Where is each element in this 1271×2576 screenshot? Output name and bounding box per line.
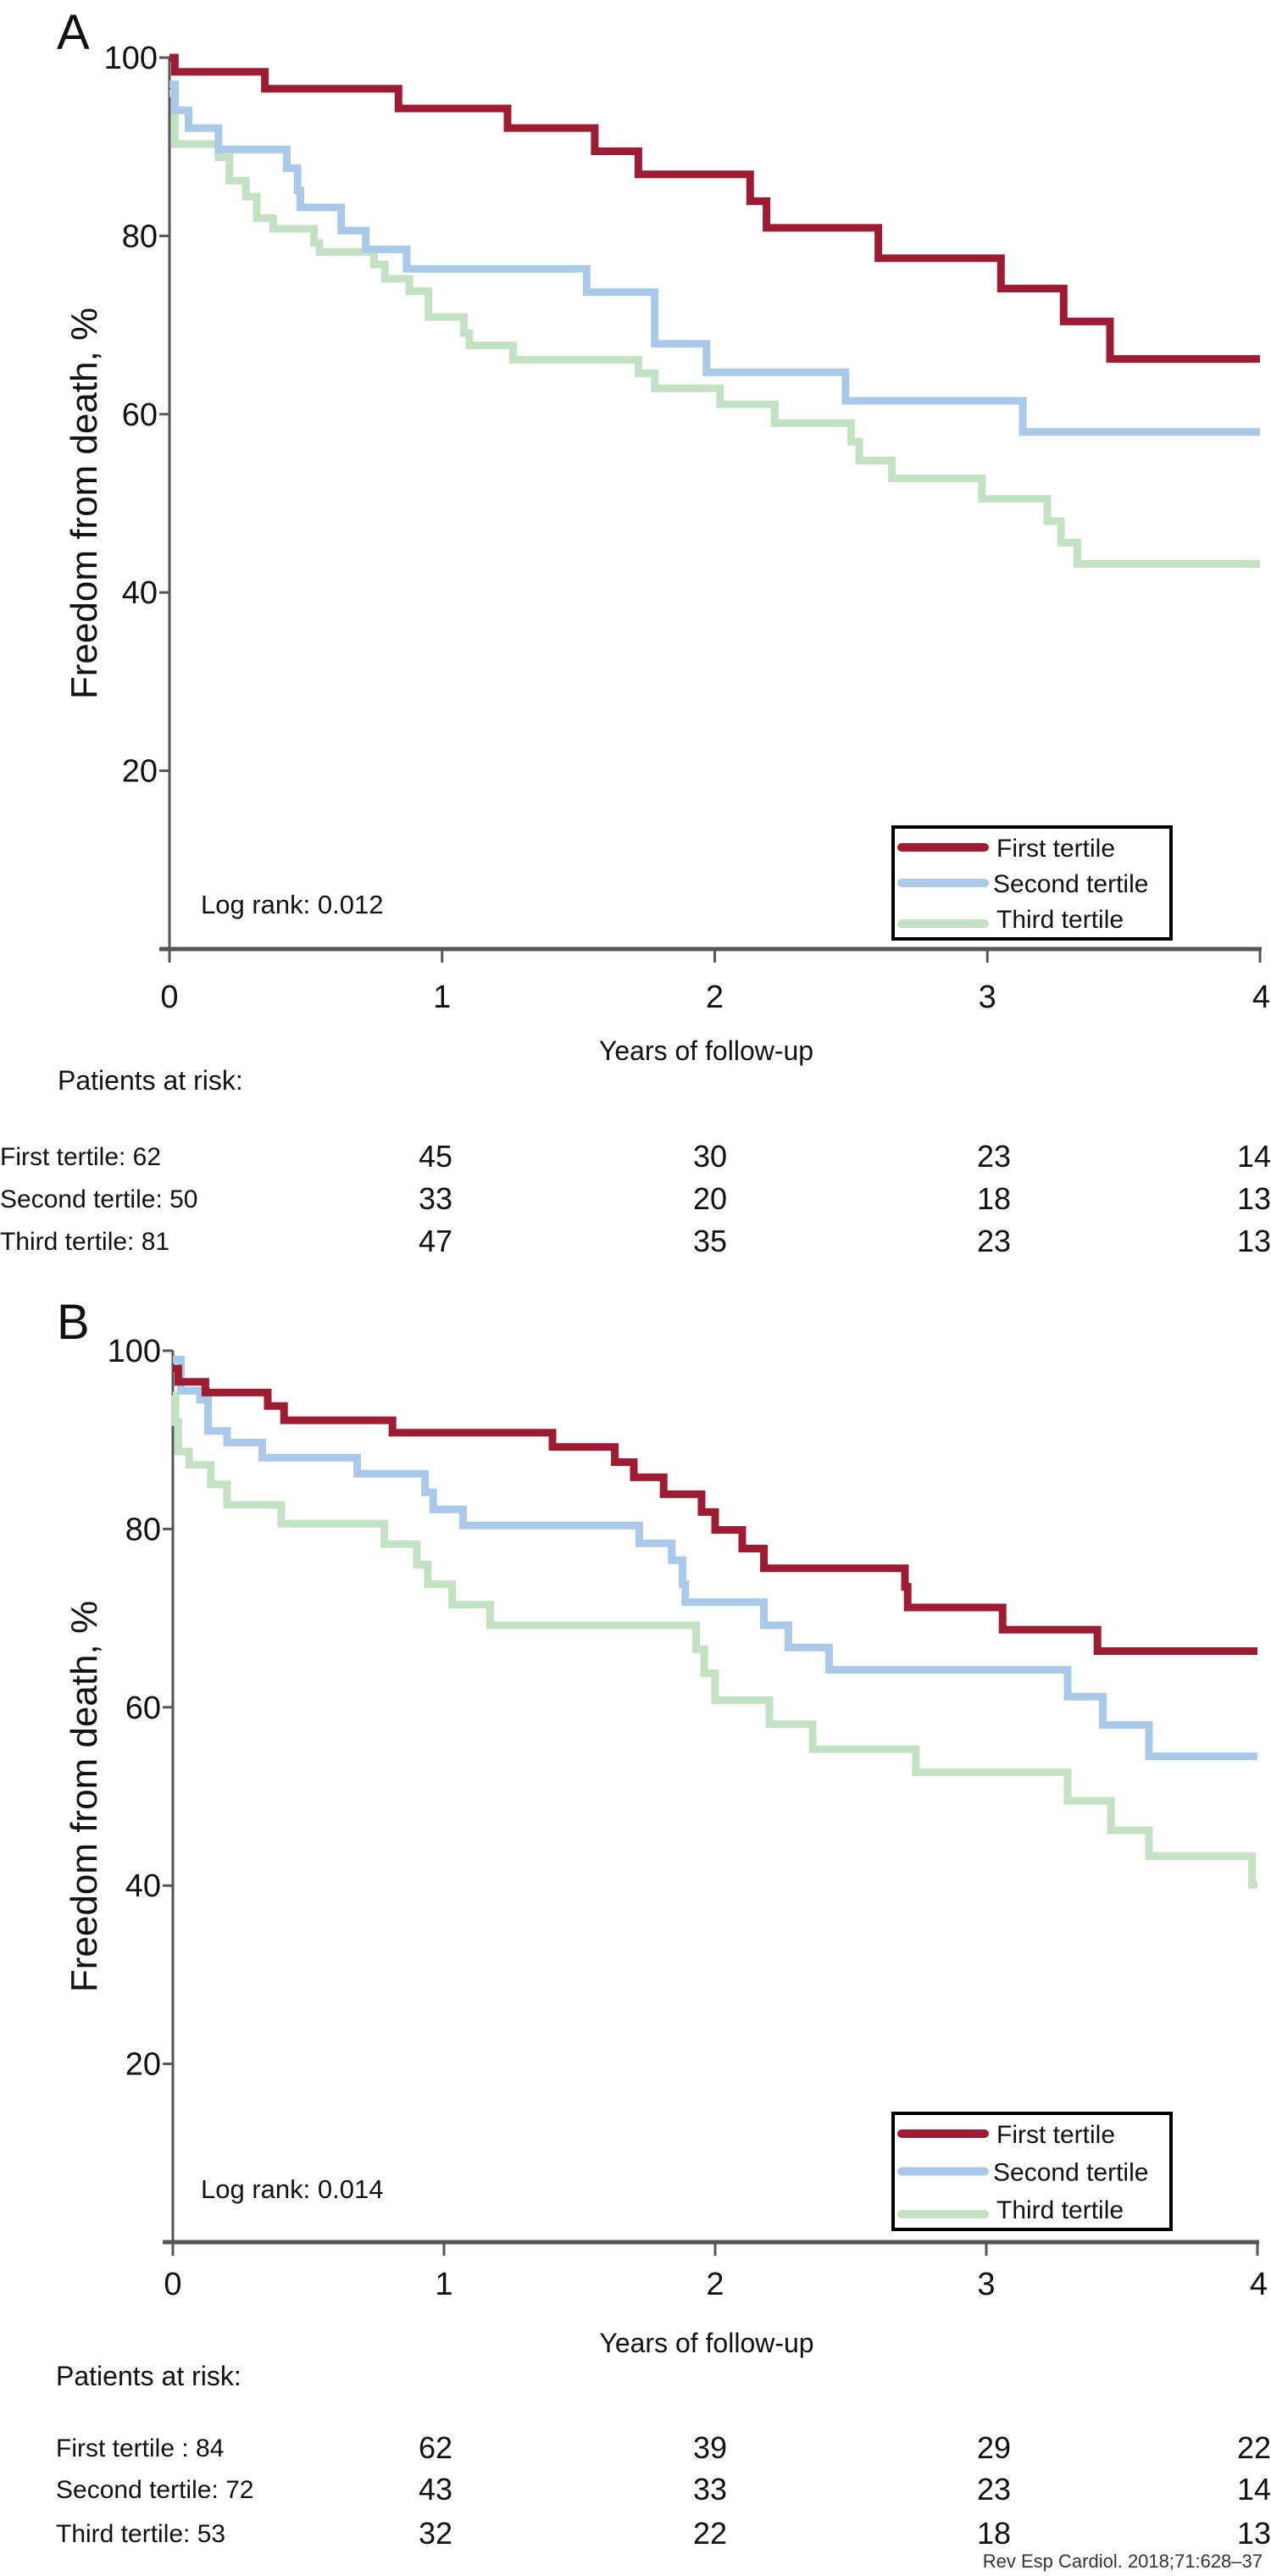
y-tick-label: 20 — [125, 2047, 161, 2083]
risk-count: 14 — [1237, 2472, 1271, 2507]
survival-curve-first-tertile — [169, 53, 1260, 364]
legend-label: Third tertile — [996, 2196, 1124, 2224]
x-axis-title: Years of follow-up — [599, 2328, 813, 2358]
y-tick-label: 100 — [108, 1334, 161, 1369]
risk-count: 32 — [419, 2516, 452, 2551]
x-tick-label: 4 — [1252, 980, 1270, 1015]
legend: First tertile Second tertile Third tertile — [891, 825, 1173, 941]
risk-row-label: Third tertile: 81 — [0, 1228, 169, 1256]
risk-table-title: Patients at risk: — [56, 2361, 241, 2391]
patients-at-risk-table: Patients at risk: First tertile : 84 62 39 2… — [56, 2361, 1271, 2551]
x-tick-label: 1 — [435, 2267, 452, 2302]
legend-label: Second tertile — [993, 2159, 1148, 2187]
x-tick-label: 3 — [979, 980, 996, 1015]
y-tick-label: 40 — [125, 1868, 161, 1904]
x-tick-label: 1 — [433, 980, 451, 1015]
panel-letter: A — [57, 5, 90, 60]
log-rank-annotation: Log rank: 0.012 — [201, 890, 383, 919]
citation-footer: Rev Esp Cardiol. 2018;71:628–37 — [983, 2551, 1263, 2572]
risk-row-label: First tertile: 62 — [0, 1143, 161, 1171]
risk-count: 47 — [419, 1224, 452, 1258]
survival-curve-third-tertile — [169, 89, 1260, 568]
risk-count: 62 — [419, 2430, 452, 2465]
risk-count: 18 — [977, 1181, 1011, 1216]
risk-count: 13 — [1237, 1224, 1271, 1258]
y-tick-label: 60 — [125, 1690, 161, 1726]
risk-count: 35 — [693, 1224, 727, 1258]
risk-count: 23 — [977, 2472, 1011, 2507]
x-tick-label: 2 — [706, 980, 724, 1015]
risk-count: 33 — [693, 2472, 727, 2507]
risk-count: 39 — [693, 2430, 727, 2465]
y-tick-label: 100 — [104, 41, 158, 76]
risk-count: 43 — [419, 2472, 452, 2507]
risk-row-label: First tertile : 84 — [56, 2434, 224, 2462]
risk-count: 33 — [419, 1181, 452, 1216]
x-axis-title: Years of follow-up — [599, 1035, 813, 1066]
risk-count: 29 — [977, 2430, 1011, 2465]
survival-curve-first-tertile — [173, 1364, 1257, 1655]
risk-table-title: Patients at risk: — [58, 1065, 243, 1096]
y-tick-label: 60 — [122, 397, 158, 433]
risk-count: 20 — [693, 1181, 727, 1216]
y-axis-title: Freedom from death, % — [64, 1601, 105, 1992]
x-tick-label: 3 — [977, 2267, 995, 2302]
y-tick-label: 80 — [125, 1512, 161, 1547]
patients-at-risk-table: Patients at risk: First tertile: 62 45 30 23… — [0, 1065, 1271, 1258]
x-tick-label: 4 — [1250, 2267, 1268, 2302]
legend-label: First tertile — [996, 2121, 1115, 2149]
legend-label: Second tertile — [993, 870, 1148, 898]
y-tick-label: 40 — [122, 575, 158, 611]
risk-row-label: Third tertile: 53 — [56, 2520, 225, 2548]
risk-count: 23 — [977, 1139, 1011, 1174]
risk-count: 18 — [977, 2516, 1011, 2551]
y-tick-label: 20 — [122, 754, 158, 790]
x-tick-label: 0 — [164, 2267, 181, 2302]
survival-curve-second-tertile — [169, 80, 1260, 436]
legend-label: First tertile — [996, 835, 1115, 863]
x-tick-label: 2 — [706, 2267, 724, 2302]
y-axis-title: Freedom from death, % — [64, 308, 105, 699]
risk-count: 22 — [1237, 2430, 1271, 2465]
risk-count: 22 — [693, 2516, 727, 2551]
legend: First tertile Second tertile Third tertile — [891, 2112, 1173, 2231]
y-tick-label: 80 — [122, 219, 158, 254]
risk-count: 14 — [1237, 1139, 1271, 1174]
risk-row-label: Second tertile: 50 — [0, 1185, 197, 1213]
risk-row-label: Second tertile: 72 — [56, 2476, 253, 2504]
legend-label: Third tertile — [996, 906, 1124, 934]
x-tick-label: 0 — [160, 980, 178, 1015]
panel-letter: B — [57, 1295, 90, 1350]
survival-curve-second-tertile — [173, 1356, 1257, 1761]
risk-count: 45 — [419, 1139, 452, 1174]
risk-count: 13 — [1237, 1181, 1271, 1216]
log-rank-annotation: Log rank: 0.014 — [201, 2174, 383, 2204]
risk-count: 23 — [977, 1224, 1011, 1258]
risk-count: 13 — [1237, 2516, 1271, 2551]
risk-count: 30 — [693, 1139, 727, 1174]
survival-curve-third-tertile — [171, 1391, 1257, 1889]
